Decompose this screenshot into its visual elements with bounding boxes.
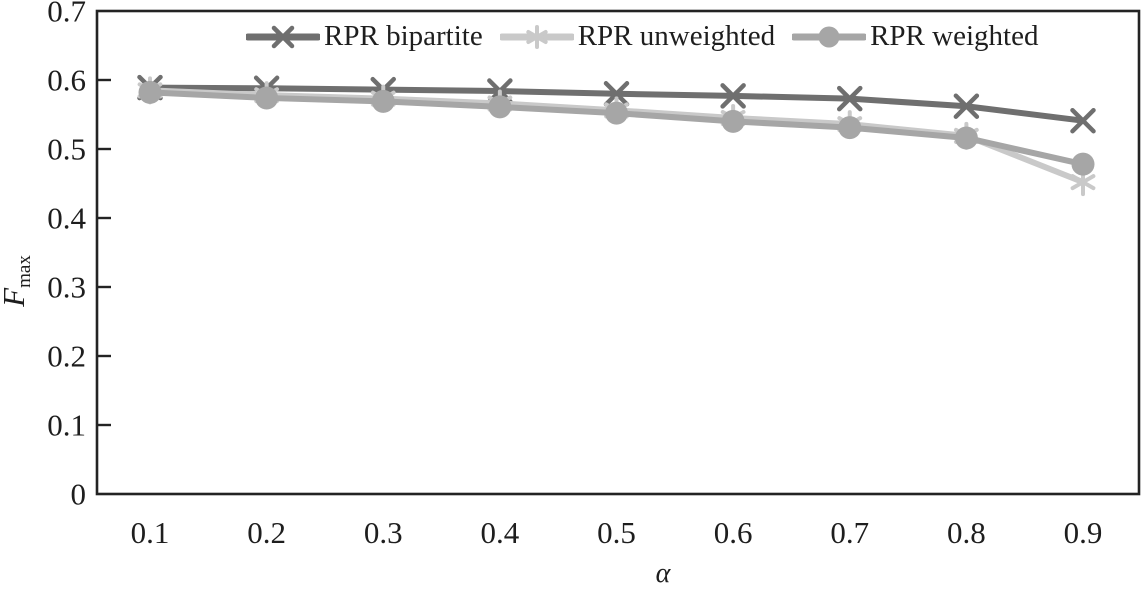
circle-legend-swatch — [790, 26, 868, 48]
y-axis-label: Fmax — [0, 255, 35, 308]
circle-marker-icon — [790, 18, 868, 54]
x-tick-label: 0.7 — [830, 515, 869, 550]
series-line-rpr-weighted-circle-marker — [371, 89, 395, 113]
series-line-rpr-bipartite-x-marker — [837, 85, 863, 112]
asterisk-marker-glyph — [526, 30, 548, 44]
x-tick-label: 0.6 — [714, 515, 753, 550]
y-tick-label: 0.5 — [47, 132, 86, 167]
y-tick-label: 0.6 — [47, 63, 86, 98]
x-tick-label: 0.2 — [247, 515, 286, 550]
legend-label: RPR bipartite — [324, 20, 483, 52]
x-marker-icon — [244, 18, 322, 54]
series-line-rpr-weighted-circle-marker — [721, 109, 745, 133]
y-tick-label: 0.1 — [47, 408, 86, 443]
series-line-rpr-weighted-circle-marker — [605, 101, 628, 125]
asterisk-legend-swatch — [498, 25, 576, 49]
series-line-rpr-weighted-circle-marker — [255, 86, 279, 110]
circle-marker-glyph — [818, 26, 840, 48]
series-line-rpr-weighted-circle-marker — [1071, 152, 1095, 176]
legend-label: RPR weighted — [870, 20, 1039, 52]
series-line-rpr-weighted-circle-marker — [838, 116, 862, 140]
chart-legend: RPR bipartite RPR unweighted RPR weighte… — [244, 18, 1039, 54]
x-tick-label: 0.1 — [131, 515, 170, 550]
x-axis-label: α — [656, 558, 672, 589]
x-marker-glyph — [271, 25, 295, 49]
series-line-rpr-bipartite-x-marker — [953, 93, 980, 119]
legend-item-rpr-unweighted: RPR unweighted — [498, 18, 776, 54]
series-line-rpr-weighted-circle-marker — [488, 95, 512, 119]
x-legend-swatch — [244, 25, 322, 49]
y-tick-label: 0.4 — [47, 201, 86, 236]
legend-item-rpr-weighted: RPR weighted — [790, 18, 1039, 54]
asterisk-marker-icon — [498, 18, 576, 54]
series-line-rpr-bipartite-x-marker — [603, 81, 630, 107]
x-tick-label: 0.5 — [597, 515, 636, 550]
legend-label: RPR unweighted — [577, 20, 776, 52]
legend-item-rpr-bipartite: RPR bipartite — [244, 18, 483, 54]
y-tick-label: 0.7 — [47, 0, 86, 29]
series-line-rpr-weighted-circle-marker — [138, 80, 162, 104]
series-line-rpr-weighted-circle-marker — [954, 126, 978, 150]
y-tick-label: 0 — [71, 477, 87, 512]
x-tick-label: 0.4 — [481, 515, 520, 550]
x-tick-label: 0.9 — [1064, 515, 1103, 550]
y-tick-label: 0.2 — [47, 339, 86, 374]
y-tick-label: 0.3 — [47, 270, 86, 305]
series-line-rpr-unweighted-asterisk-marker — [1070, 174, 1096, 191]
series-line-rpr-bipartite-x-marker — [1070, 107, 1096, 134]
x-tick-label: 0.8 — [947, 515, 986, 550]
x-tick-label: 0.3 — [364, 515, 403, 550]
series-line-rpr-bipartite-x-marker — [720, 83, 746, 109]
plot-frame — [95, 9, 1141, 496]
